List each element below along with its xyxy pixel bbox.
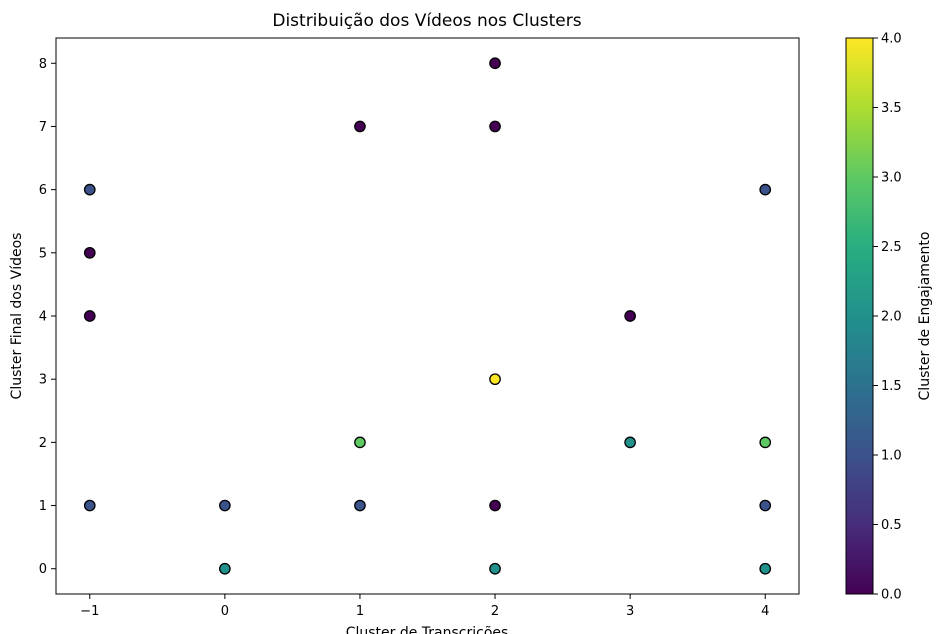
data-point-9 (489, 57, 501, 70)
colorbar (845, 37, 874, 595)
data-point-17 (759, 436, 772, 449)
data-point-8 (354, 499, 366, 512)
data-point-6 (354, 120, 366, 133)
colorbar-tick-label: 4.0 (881, 32, 902, 47)
x-axis-ticks: −1 0 1 2 3 4 (80, 594, 769, 619)
chart-title: Distribuição dos Vídeos nos Clusters (272, 11, 581, 31)
data-point-0 (83, 183, 96, 196)
x-tick-label: 1 (356, 604, 364, 619)
data-point-14 (624, 310, 636, 322)
colorbar-tick-label: 1.0 (881, 449, 902, 464)
data-point-16 (759, 183, 772, 196)
y-tick-label: 1 (39, 499, 47, 514)
y-tick-label: 3 (39, 373, 47, 388)
data-point-19 (759, 562, 772, 575)
x-tick-label: 4 (761, 604, 769, 619)
colorbar-tick-label: 0.5 (881, 518, 902, 533)
data-point-1 (83, 246, 96, 259)
colorbar-ticks: 0.0 0.5 1.0 1.5 2.0 2.5 3.0 3.5 4.0 (873, 32, 902, 603)
y-tick-label: 4 (39, 310, 47, 325)
colorbar-label: Cluster de Engajamento (917, 232, 933, 401)
data-point-3 (83, 499, 96, 512)
y-tick-label: 8 (39, 57, 47, 72)
x-axis-label: Cluster de Transcrições (346, 625, 509, 634)
colorbar-tick-label: 0.0 (881, 588, 902, 603)
y-tick-label: 2 (39, 436, 47, 451)
data-point-18 (759, 499, 772, 512)
data-point-15 (624, 436, 636, 449)
y-tick-label: 6 (39, 183, 47, 198)
data-point-13 (489, 562, 501, 575)
x-tick-label: 0 (221, 604, 229, 619)
data-point-10 (489, 120, 501, 133)
y-tick-label: 0 (39, 562, 47, 577)
points-layer (83, 57, 772, 575)
x-tick-label: 2 (491, 604, 499, 619)
plot-area (56, 38, 799, 594)
colorbar-tick-label: 2.0 (881, 310, 902, 325)
data-point-4 (219, 499, 231, 512)
colorbar-tick-label: 3.0 (881, 171, 902, 186)
data-point-12 (489, 499, 501, 512)
x-tick-label: 3 (626, 604, 634, 619)
data-point-11 (489, 373, 501, 386)
x-tick-label: −1 (80, 604, 99, 619)
y-axis-label: Cluster Final dos Vídeos (9, 233, 25, 400)
y-tick-label: 5 (39, 246, 47, 261)
data-point-2 (83, 310, 96, 322)
colorbar-tick-label: 1.5 (881, 379, 902, 394)
colorbar-tick-label: 2.5 (881, 240, 902, 255)
data-point-7 (354, 436, 366, 449)
y-axis-ticks: 0 1 2 3 4 5 6 7 8 (39, 57, 56, 577)
y-tick-label: 7 (39, 120, 47, 135)
data-point-5 (219, 562, 231, 575)
colorbar-tick-label: 3.5 (881, 101, 902, 116)
